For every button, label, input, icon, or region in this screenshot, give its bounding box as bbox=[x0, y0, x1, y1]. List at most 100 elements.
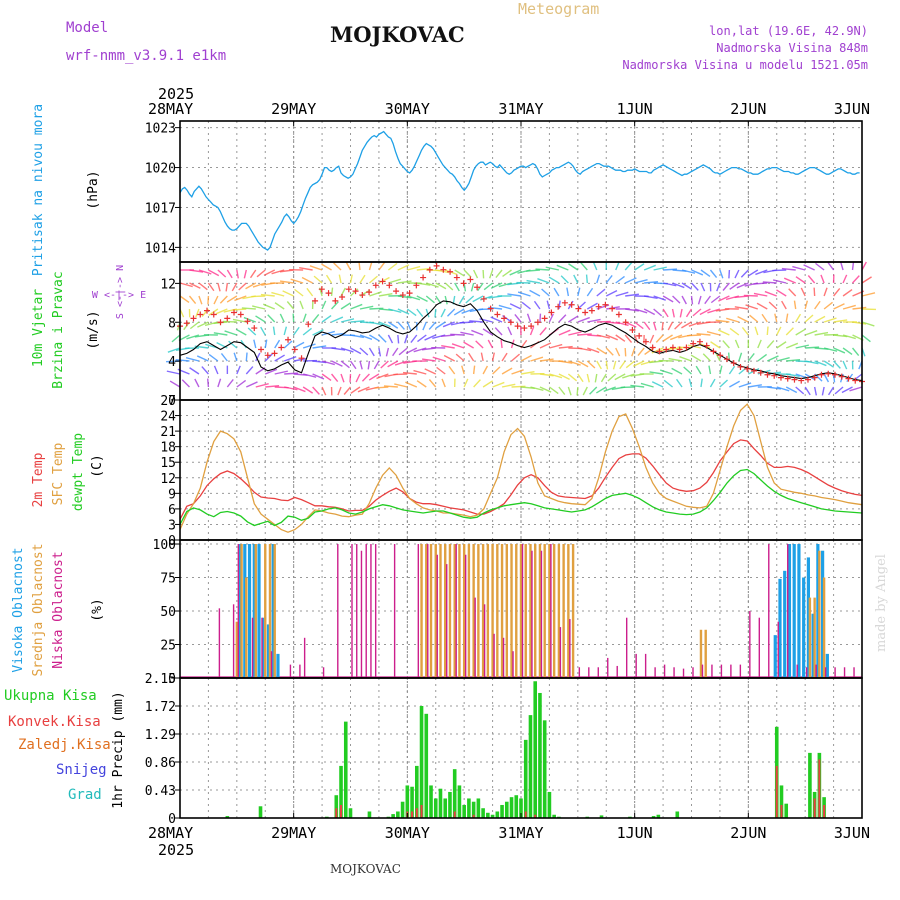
wind-arrow bbox=[539, 386, 552, 393]
wind-arrow bbox=[624, 277, 637, 284]
wind-arrow bbox=[470, 282, 475, 292]
wind-arrow bbox=[331, 316, 344, 323]
model-label: Model bbox=[66, 20, 109, 36]
wind-arrow bbox=[764, 290, 777, 297]
cloud-mid-bar bbox=[557, 544, 561, 678]
precip-total-bar bbox=[424, 713, 429, 818]
precip-total-bar bbox=[334, 795, 339, 818]
cloud-low-bar bbox=[616, 665, 618, 678]
cloud-low-bar bbox=[559, 627, 562, 678]
wind-arrow bbox=[340, 347, 354, 353]
wind-arrow bbox=[312, 360, 327, 364]
cloud-low-bar bbox=[436, 554, 438, 678]
wind-arrow bbox=[245, 366, 254, 375]
wind-arrow bbox=[325, 274, 333, 284]
wind-arrow bbox=[558, 373, 570, 381]
y-tick-label: 0.86 bbox=[145, 756, 176, 771]
wind-arrow bbox=[823, 287, 828, 297]
cloud-low-bar bbox=[749, 611, 751, 678]
cloud-low-bar bbox=[521, 544, 524, 678]
wind-arrow bbox=[558, 314, 567, 323]
wind-arrow bbox=[827, 386, 835, 396]
cloud-low-bar bbox=[701, 664, 704, 678]
wind-arrow bbox=[472, 365, 476, 375]
precip-total-bar bbox=[339, 765, 343, 818]
wind-arrow bbox=[511, 385, 526, 388]
wind-arrow bbox=[498, 282, 512, 288]
station-title: MOJKOVAC bbox=[330, 22, 465, 47]
cloud-low-bar bbox=[843, 667, 846, 678]
cloud-low-bar bbox=[654, 667, 656, 678]
wind-arrow bbox=[757, 353, 768, 362]
precip-conv-bar bbox=[780, 804, 783, 818]
cloud-mid-bar bbox=[519, 544, 523, 678]
wind-arrow bbox=[331, 360, 343, 367]
wind-arrow bbox=[272, 326, 276, 336]
wind-arrow bbox=[340, 302, 351, 310]
wind-arrow bbox=[577, 360, 589, 368]
cloud-low-bar bbox=[777, 621, 779, 678]
wind-arrow bbox=[179, 282, 193, 288]
wind-arrow bbox=[246, 381, 258, 388]
wind-arrow bbox=[313, 275, 323, 284]
wind-arrow bbox=[463, 378, 469, 388]
wind-arrow bbox=[286, 301, 295, 310]
wind-arrow bbox=[302, 343, 316, 349]
wind-arrow bbox=[558, 300, 561, 310]
wind-arrow bbox=[463, 282, 467, 292]
x-axis-label-bottom: 29MAY bbox=[271, 824, 316, 842]
wind-arrow bbox=[405, 381, 418, 388]
wind-arrow bbox=[458, 295, 465, 305]
wind-arrow bbox=[208, 353, 219, 362]
wind-arrow bbox=[380, 360, 389, 369]
wind-arrow bbox=[754, 326, 759, 336]
wind-arrow bbox=[511, 369, 524, 375]
wind-arrow bbox=[795, 344, 809, 349]
wind-arrow bbox=[842, 360, 848, 370]
wind-gust-marker bbox=[285, 336, 292, 343]
cloud-low-bar bbox=[261, 617, 263, 678]
wind-arrow bbox=[740, 269, 749, 278]
wind-arrow bbox=[679, 308, 683, 318]
precip-total-bar bbox=[457, 785, 462, 818]
wind-arrow bbox=[243, 316, 257, 323]
wind-arrow bbox=[833, 288, 841, 297]
wind-arrow bbox=[293, 386, 306, 393]
cloud-low-bar bbox=[337, 544, 339, 678]
wind-arrow bbox=[196, 355, 209, 362]
wind-arrow bbox=[595, 386, 607, 394]
cloud-mid-bar bbox=[562, 544, 565, 678]
precip-total-bar bbox=[429, 785, 433, 818]
wind-gust-marker bbox=[561, 299, 568, 306]
precip-total-bar bbox=[514, 795, 519, 818]
wind-arrow bbox=[710, 295, 721, 304]
wind-arrow bbox=[405, 347, 418, 355]
wind-arrow bbox=[605, 334, 618, 341]
wind-arrow bbox=[749, 314, 759, 323]
wind-arrow bbox=[719, 269, 724, 279]
wind-arrow bbox=[181, 379, 190, 388]
wind-arrow bbox=[378, 347, 382, 357]
cloud-low-bar bbox=[360, 550, 363, 678]
wind-arrow bbox=[453, 308, 465, 316]
wind-arrow bbox=[833, 334, 848, 338]
wind-arrow bbox=[186, 334, 200, 340]
cloud-mid-bar bbox=[462, 544, 466, 678]
wind-arrow bbox=[509, 269, 522, 276]
wind-arrow bbox=[823, 373, 830, 383]
wind-arrow bbox=[359, 334, 373, 340]
wind-arrow bbox=[753, 292, 768, 297]
cloud-low-bar bbox=[374, 544, 377, 678]
wind-arrow bbox=[206, 378, 210, 388]
cloud-low-bar bbox=[815, 664, 817, 678]
cloud-mid-bar bbox=[268, 544, 272, 678]
y-tick-label: 75 bbox=[160, 572, 176, 587]
cloud-mid-bar bbox=[538, 544, 542, 678]
wind-arrow bbox=[690, 295, 694, 305]
wind-arrow bbox=[663, 379, 673, 388]
wind-arrow bbox=[369, 321, 383, 326]
wind-arrow bbox=[761, 313, 768, 323]
wind-gust-marker bbox=[231, 309, 238, 316]
wind-arrow bbox=[198, 295, 203, 305]
wind-arrow bbox=[350, 288, 359, 297]
